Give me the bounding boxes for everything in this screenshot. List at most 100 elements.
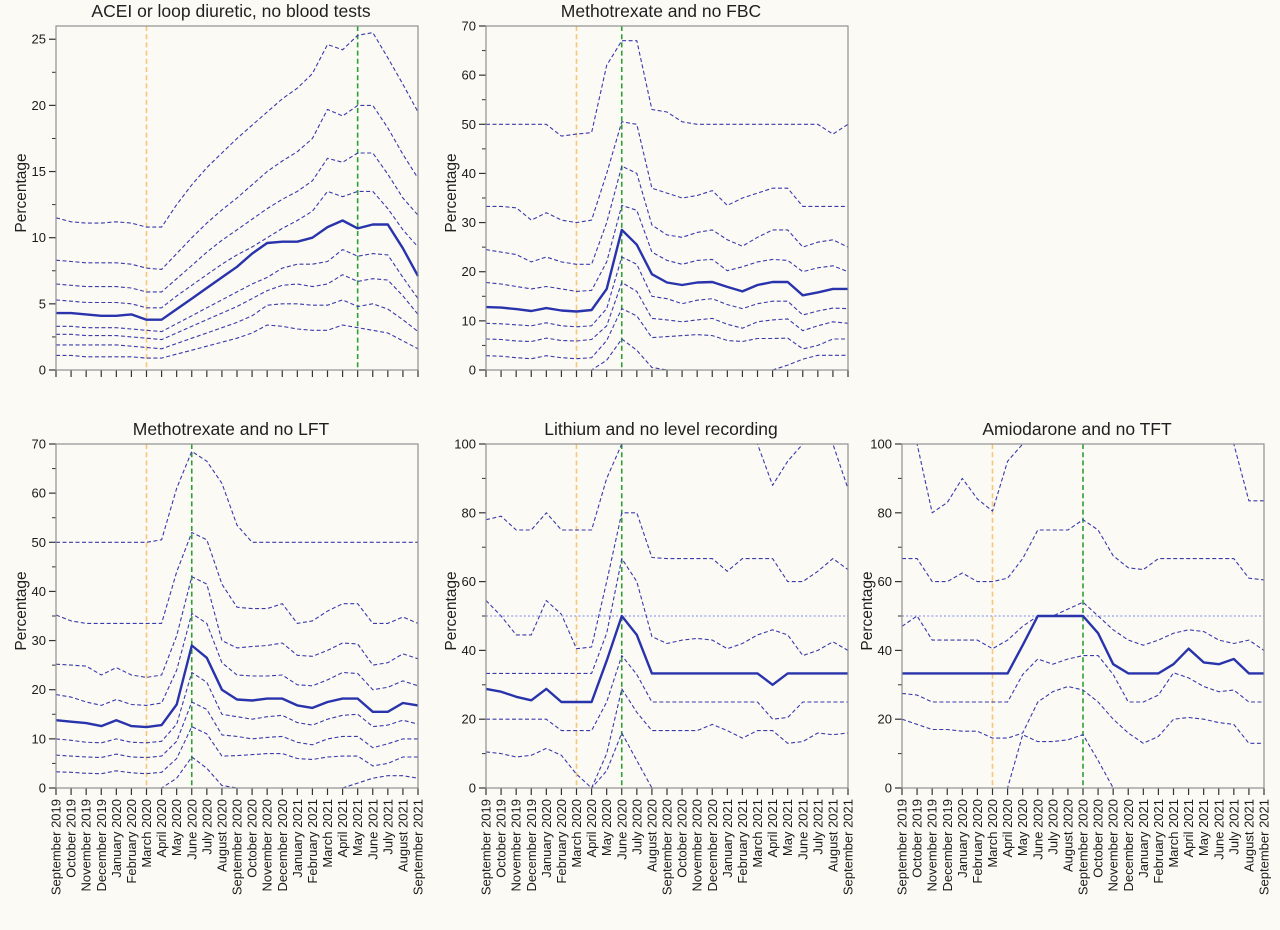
x-month-label: September 2020 xyxy=(660,799,675,895)
series-p30 xyxy=(55,701,418,759)
x-month-label: February 2021 xyxy=(305,799,320,884)
y-tick-label: 80 xyxy=(878,505,892,520)
x-month-label: March 2021 xyxy=(1166,799,1181,868)
x-month-label: August 2021 xyxy=(825,799,840,872)
x-month-label: December 2020 xyxy=(705,799,720,892)
y-tick-label: 60 xyxy=(32,486,46,501)
x-month-label: September 2021 xyxy=(411,799,426,895)
series-median xyxy=(55,644,419,729)
plot-frame xyxy=(901,443,1265,789)
series-p20 xyxy=(485,308,848,360)
y-tick-label: 20 xyxy=(462,264,476,279)
x-month-label: February 2020 xyxy=(124,799,139,884)
series-p30 xyxy=(485,688,849,789)
x-month-label: December 2019 xyxy=(94,799,109,892)
y-tick-label: 40 xyxy=(32,584,46,599)
plot-frame xyxy=(485,443,849,789)
y-tick-label: 0 xyxy=(885,781,892,796)
x-month-label: September 2020 xyxy=(1076,799,1091,895)
chart-canvas: 0 10 20 30 40 50 60 70 September 2019 October 201… xyxy=(32,437,426,896)
y-tick-label: 40 xyxy=(878,643,892,658)
x-month-label: June 2021 xyxy=(795,799,810,860)
x-month-label: February 2020 xyxy=(970,799,985,884)
chart-canvas: 0 10 20 30 40 50 60 70 xyxy=(462,19,849,378)
x-month-label: May 2020 xyxy=(599,799,614,856)
chart-methotrexate-no-fbc: Methotrexate and no FBC Percentage 0 10 20… xyxy=(436,0,860,400)
plot-area: 0 10 20 30 40 50 60 70 xyxy=(436,0,860,400)
x-month-label: October 2020 xyxy=(675,799,690,878)
y-tick-label: 20 xyxy=(878,712,892,727)
x-month-label: July 2020 xyxy=(629,799,644,855)
x-month-label: November 2019 xyxy=(79,799,94,892)
y-tick-label: 40 xyxy=(462,643,476,658)
x-month-label: February 2021 xyxy=(1151,799,1166,884)
x-month-label: October 2020 xyxy=(1091,799,1106,878)
plot-area: 0 20 40 60 80 100 September 2019 October 2019 No… xyxy=(436,418,860,930)
y-tick-label: 20 xyxy=(462,712,476,727)
plot-frame xyxy=(55,25,419,371)
y-tick-label: 100 xyxy=(454,437,476,452)
series-p80 xyxy=(486,121,848,224)
y-tick-label: 60 xyxy=(462,574,476,589)
x-month-label: April 2020 xyxy=(154,799,169,858)
x-month-label: May 2021 xyxy=(780,799,795,856)
series-p30 xyxy=(485,281,849,343)
x-month-label: August 2020 xyxy=(644,799,659,872)
y-tick-label: 50 xyxy=(32,535,46,550)
plot-area: 0 20 40 60 80 100 September 2019 October 2019 No… xyxy=(852,418,1276,930)
series-p90 xyxy=(56,450,418,543)
series-p60 xyxy=(901,601,1265,651)
series-p40 xyxy=(55,671,419,744)
series-p20 xyxy=(55,726,418,775)
chart-methotrexate-no-lft: Methotrexate and no LFT Percentage 0 10 20… xyxy=(6,418,430,930)
x-month-label: January 2021 xyxy=(1136,799,1151,878)
x-month-label: April 2021 xyxy=(335,799,350,858)
series-p80 xyxy=(55,531,419,624)
chart-title: ACEI or loop diuretic, no blood tests xyxy=(91,1,371,21)
series-p30 xyxy=(56,274,419,341)
x-month-label: January 2020 xyxy=(109,799,124,878)
series-p70 xyxy=(55,576,419,678)
x-month-label: October 2019 xyxy=(64,799,79,878)
y-tick-label: 10 xyxy=(32,230,46,245)
chart-title: Methotrexate and no FBC xyxy=(560,1,762,21)
series-median xyxy=(485,228,848,313)
series-p10 xyxy=(486,338,848,371)
y-tick-label: 25 xyxy=(32,32,46,47)
chart-title: Amiodarone and no TFT xyxy=(982,419,1172,439)
y-tick-label: 0 xyxy=(39,781,46,796)
x-month-label: September 2019 xyxy=(895,799,910,895)
x-month-label: March 2020 xyxy=(985,799,1000,868)
series-p90 xyxy=(485,443,849,531)
chart-lithium-no-level-recording: Lithium and no level recording Percentag… xyxy=(436,418,860,930)
x-month-label: October 2019 xyxy=(494,799,509,878)
x-month-label: September 2019 xyxy=(49,799,64,895)
series-p80 xyxy=(485,512,849,650)
chart-amiodarone-no-tft: Amiodarone and no TFT Percentage 0 20 40 60… xyxy=(852,418,1276,930)
series-p80 xyxy=(55,104,419,270)
y-tick-label: 20 xyxy=(32,98,46,113)
x-month-label: September 2019 xyxy=(479,799,494,895)
x-month-label: October 2020 xyxy=(245,799,260,878)
x-month-label: January 2021 xyxy=(290,799,305,878)
series-median xyxy=(485,614,848,704)
x-month-label: May 2021 xyxy=(350,799,365,856)
series-p40 xyxy=(56,249,419,333)
series-p70 xyxy=(55,152,419,293)
x-month-label: September 2020 xyxy=(230,799,245,895)
y-tick-label: 70 xyxy=(462,19,476,34)
x-month-label: April 2020 xyxy=(1000,799,1015,858)
y-tick-label: 0 xyxy=(469,781,476,796)
series-p60 xyxy=(486,558,849,674)
x-month-label: March 2020 xyxy=(139,799,154,868)
x-month-label: December 2020 xyxy=(275,799,290,892)
series-p60 xyxy=(485,204,849,292)
x-month-label: March 2020 xyxy=(569,799,584,868)
x-month-label: June 2020 xyxy=(614,799,629,860)
y-tick-label: 40 xyxy=(462,166,476,181)
y-tick-label: 80 xyxy=(462,505,476,520)
y-tick-label: 70 xyxy=(32,437,46,452)
